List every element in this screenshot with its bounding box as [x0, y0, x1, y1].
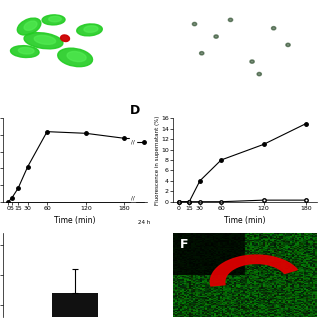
Ellipse shape [42, 15, 65, 25]
Text: F: F [180, 237, 188, 251]
Ellipse shape [286, 43, 290, 47]
Bar [52, 293, 98, 320]
Text: //: // [131, 139, 135, 144]
Ellipse shape [192, 22, 197, 26]
Ellipse shape [67, 52, 86, 62]
Ellipse shape [60, 35, 69, 42]
Polygon shape [210, 255, 297, 286]
Ellipse shape [200, 52, 204, 55]
Ellipse shape [228, 18, 233, 21]
Ellipse shape [17, 18, 41, 35]
Ellipse shape [250, 60, 254, 63]
Ellipse shape [271, 27, 276, 30]
Ellipse shape [49, 16, 61, 22]
Ellipse shape [77, 24, 102, 36]
Ellipse shape [34, 36, 56, 44]
Text: 24 h: 24 h [138, 220, 150, 225]
Ellipse shape [214, 35, 218, 38]
Ellipse shape [18, 47, 34, 54]
Bar [130, 118, 136, 202]
Text: //: // [131, 196, 135, 201]
Ellipse shape [257, 72, 261, 76]
X-axis label: Time (min): Time (min) [224, 216, 266, 225]
Ellipse shape [58, 48, 92, 67]
X-axis label: Time (min): Time (min) [54, 216, 96, 225]
Text: D: D [130, 104, 140, 117]
Ellipse shape [24, 21, 37, 30]
Ellipse shape [24, 33, 63, 49]
Ellipse shape [11, 46, 39, 58]
Ellipse shape [84, 26, 98, 32]
Y-axis label: Fluorescence in supernatant (%): Fluorescence in supernatant (%) [155, 115, 159, 205]
